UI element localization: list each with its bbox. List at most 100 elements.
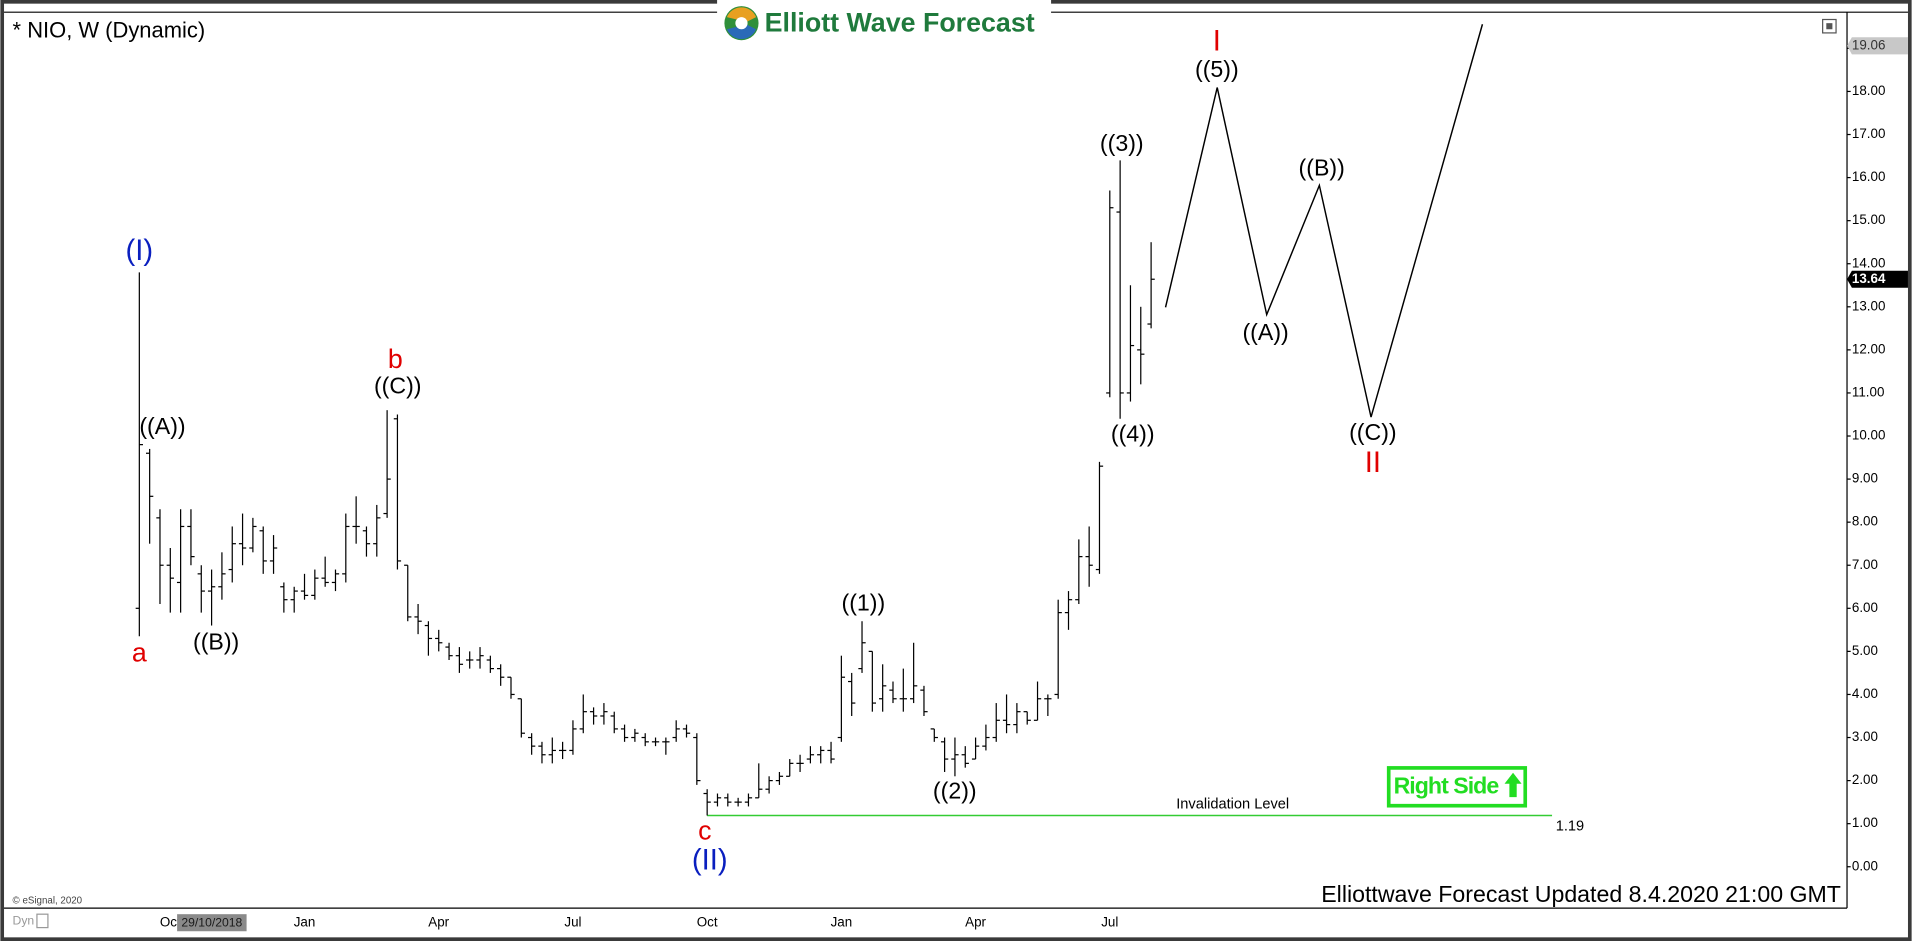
ohlc-bar: [187, 509, 195, 566]
ohlc-bar: [1116, 160, 1124, 419]
y-tick-label: 16.00: [1852, 169, 1886, 184]
x-tick-label: Jan: [294, 914, 316, 929]
ohlc-bar: [497, 664, 505, 686]
ohlc-bar: [817, 746, 825, 764]
ohlc-bar: [951, 737, 959, 777]
ohlc-bar: [1064, 591, 1073, 630]
chart-title: * NIO, W (Dynamic): [13, 17, 206, 42]
ohlc-bar: [486, 655, 495, 673]
y-tick-label: 10.00: [1852, 428, 1886, 443]
x-tick-label: Oct: [697, 914, 718, 929]
ohlc-bar: [383, 410, 391, 518]
y-tick-label: 11.00: [1852, 384, 1885, 399]
ohlc-bar: [156, 509, 164, 605]
ohlc-bar: [135, 272, 143, 637]
y-tick-label: 9.00: [1852, 471, 1878, 486]
wave-label: ((C)): [374, 373, 422, 399]
y-tick-label: 5.00: [1852, 643, 1878, 658]
ohlc-bar: [961, 746, 969, 768]
ohlc-bar: [1126, 285, 1135, 402]
ohlc-bar: [290, 586, 298, 613]
ohlc-bar: [589, 707, 598, 725]
ohlc-bar: [806, 746, 815, 764]
ohlc-bar: [424, 621, 433, 656]
projection-path: [1164, 24, 1484, 418]
ohlc-bar: [899, 668, 907, 712]
wave-label: I: [1213, 25, 1221, 57]
badge-text: Right Side: [1394, 773, 1500, 799]
mode-icon[interactable]: [36, 913, 49, 929]
y-tick-label: 8.00: [1852, 514, 1878, 529]
logo-box: [717, 0, 1052, 44]
x-tick-label: Jan: [831, 914, 853, 929]
ohlc-bar: [311, 569, 319, 600]
ohlc-bar: [930, 728, 938, 742]
y-tick-label: 6.00: [1852, 600, 1878, 615]
wave-label: b: [388, 344, 403, 374]
wave-label: ((5)): [1195, 56, 1239, 82]
logo-icon: [724, 6, 759, 41]
ohlc-bar: [373, 504, 381, 557]
wave-label: ((C)): [1349, 419, 1397, 445]
ohlc-bar: [517, 698, 525, 738]
ohlc-bar: [775, 771, 784, 785]
ohlc-bar: [858, 621, 866, 673]
ohlc-bar: [1013, 703, 1021, 734]
ohlc-bar: [280, 582, 288, 613]
ohlc-bar: [971, 737, 980, 760]
ohlc-bar: [889, 681, 897, 704]
ohlc-bar: [538, 741, 546, 764]
ohlc-bar: [879, 664, 887, 712]
ohlc-bar: [1044, 694, 1052, 716]
ohlc-bar: [744, 793, 753, 807]
wave-label: (I): [126, 235, 154, 267]
wave-label: ((B)): [193, 629, 239, 655]
y-tick-label: 15.00: [1852, 212, 1886, 227]
ohlc-bar: [1002, 694, 1011, 734]
ohlc-bar: [435, 629, 443, 652]
ohlc-bar: [755, 763, 763, 799]
cursor-label: 29/10/2018: [181, 916, 242, 930]
ohlc-bar: [827, 741, 835, 764]
ohlc-bar: [558, 741, 567, 760]
ohlc-bar: [352, 496, 360, 544]
ohlc-bar: [909, 642, 918, 704]
ohlc-bar: [765, 776, 773, 794]
ohlc-bar: [848, 672, 856, 716]
wave-label: ((A)): [139, 413, 185, 439]
ohlc-bar: [724, 793, 732, 807]
ohlc-bar: [1033, 681, 1042, 721]
y-tick-label: 2.00: [1852, 772, 1878, 787]
ohlc-bar: [300, 573, 309, 600]
mode-label: Dyn: [13, 914, 35, 928]
ohlc-bar: [920, 685, 928, 716]
ohlc-bar: [662, 737, 670, 755]
ohlc-bar: [331, 569, 340, 592]
ohlc-bar: [218, 552, 226, 600]
ohlc-bar: [837, 655, 846, 742]
y-tick-label: 7.00: [1852, 557, 1878, 572]
logo-text: Elliott Wave Forecast: [765, 7, 1035, 37]
ohlc-bar: [176, 509, 185, 613]
badge-box: [1386, 766, 1528, 808]
ohlc-bar: [321, 556, 329, 587]
y-tick-label: 0.00: [1852, 858, 1878, 873]
wave-label: ((1)): [842, 590, 886, 616]
canvas: [4, 3, 1908, 938]
cursor-box: [177, 914, 247, 932]
ohlc-bar: [548, 737, 556, 764]
wave-label: a: [132, 638, 147, 668]
y-tick-label: 1.00: [1852, 815, 1878, 830]
wave-label: c: [698, 816, 711, 846]
y-tick-label: 18.00: [1852, 83, 1886, 98]
ohlc-bar: [1095, 461, 1104, 574]
ohlc-bar: [259, 526, 267, 574]
wave-label: ((2)): [933, 777, 977, 803]
ohlc-bar: [1106, 190, 1114, 398]
ohlc-bar: [393, 414, 402, 570]
ohlc-bar: [197, 565, 205, 613]
x-tick-label: Apr: [965, 914, 986, 929]
ohlc-bar: [682, 724, 691, 738]
